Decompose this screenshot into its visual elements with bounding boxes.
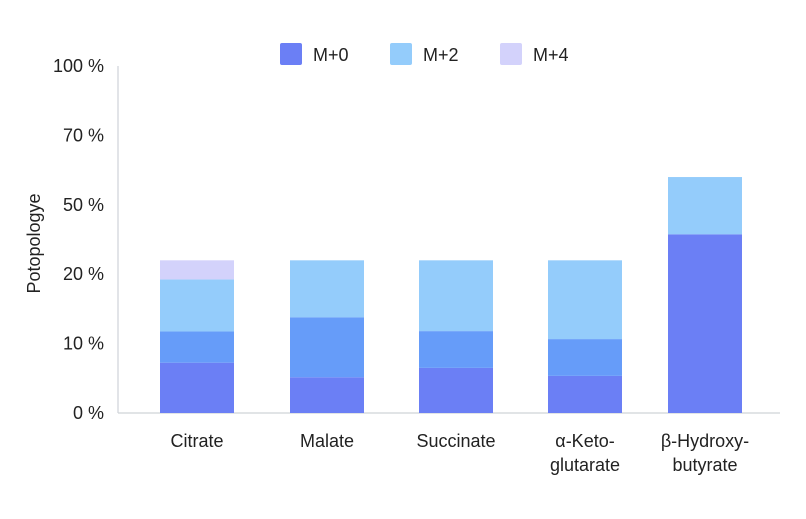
x-category-label-line: Malate	[300, 431, 354, 451]
bar-segment	[290, 260, 364, 318]
y-tick-label: 100 %	[53, 56, 104, 76]
bar-segment	[160, 260, 234, 280]
y-axis-label: Potopologye	[24, 193, 44, 293]
bar-segment	[419, 331, 493, 368]
y-axis: 0 % 10 % 20 % 50 % 70 % 100 % Potopologye	[24, 56, 780, 423]
y-tick-label: 50 %	[63, 195, 104, 215]
x-category-label-line: Citrate	[170, 431, 223, 451]
bar-segment	[668, 177, 742, 235]
legend-label: M+4	[533, 45, 569, 65]
y-tick-label: 20 %	[63, 264, 104, 284]
x-category-label: β-Hydroxy-butyrate	[661, 431, 749, 475]
x-category-label-line: butyrate	[672, 455, 737, 475]
bar-segment	[419, 367, 493, 413]
x-category-label-line: Succinate	[416, 431, 495, 451]
y-tick-label: 70 %	[63, 125, 104, 145]
y-tick-label: 0 %	[73, 403, 104, 423]
x-category-label-line: α-Keto-	[555, 431, 614, 451]
legend-swatch	[280, 43, 302, 65]
x-axis: Citrate Malate Succinate α-Keto-glutarate β-…	[170, 431, 749, 475]
bar-segment	[160, 362, 234, 413]
bar-segment	[160, 331, 234, 363]
legend-label: M+2	[423, 45, 459, 65]
bars	[160, 177, 742, 413]
legend-swatch	[500, 43, 522, 65]
x-category-label: Citrate	[170, 431, 223, 451]
x-category-label-line: glutarate	[550, 455, 620, 475]
bar-segment	[290, 377, 364, 413]
bar-segment	[548, 260, 622, 340]
bar-segment	[160, 279, 234, 332]
x-category-label: Malate	[300, 431, 354, 451]
x-category-label: Succinate	[416, 431, 495, 451]
legend: M+0 M+2 M+4	[280, 43, 569, 65]
bar-segment	[548, 339, 622, 376]
bar-segment	[419, 260, 493, 332]
x-category-label: α-Keto-glutarate	[550, 431, 620, 475]
legend-swatch	[390, 43, 412, 65]
x-category-label-line: β-Hydroxy-	[661, 431, 749, 451]
y-tick-label: 10 %	[63, 334, 104, 354]
bar-segment	[548, 375, 622, 413]
bar-segment	[668, 234, 742, 413]
legend-label: M+0	[313, 45, 349, 65]
bar-segment	[290, 317, 364, 378]
